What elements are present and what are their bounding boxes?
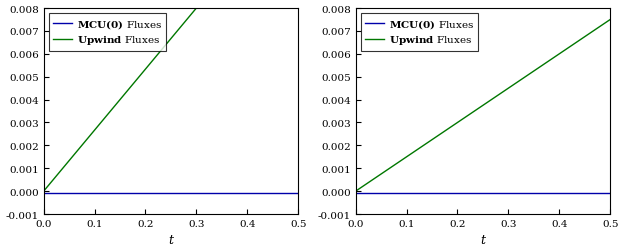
Legend: $\mathbf{MCU(0)}$ Fluxes, $\mathbf{Upwind}$ Fluxes: $\mathbf{MCU(0)}$ Fluxes, $\mathbf{Upwin… xyxy=(361,14,479,51)
X-axis label: t: t xyxy=(480,234,485,246)
Legend: $\mathbf{MCU(0)}$ Fluxes, $\mathbf{Upwind}$ Fluxes: $\mathbf{MCU(0)}$ Fluxes, $\mathbf{Upwin… xyxy=(49,14,167,51)
X-axis label: t: t xyxy=(168,234,173,246)
